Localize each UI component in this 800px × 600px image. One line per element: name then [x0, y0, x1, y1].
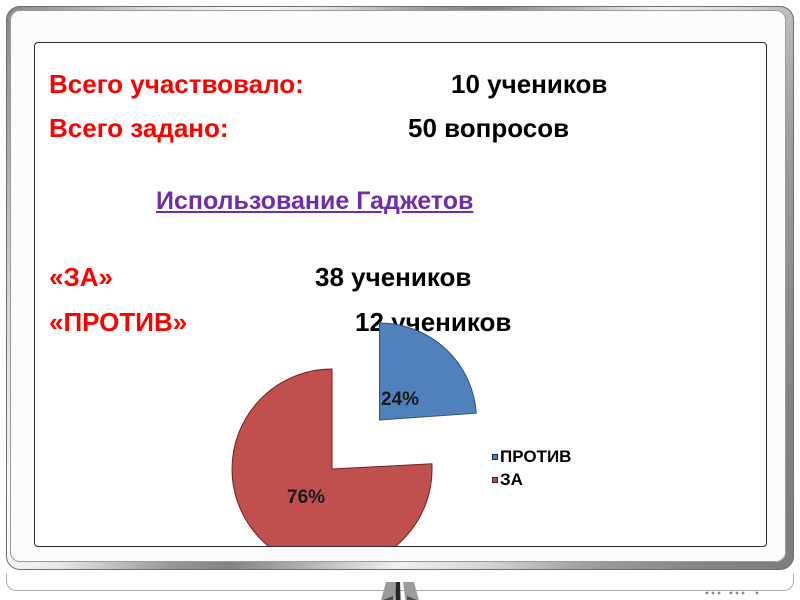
svg-text:76%: 76% — [287, 487, 325, 508]
svg-text:24%: 24% — [381, 389, 419, 410]
